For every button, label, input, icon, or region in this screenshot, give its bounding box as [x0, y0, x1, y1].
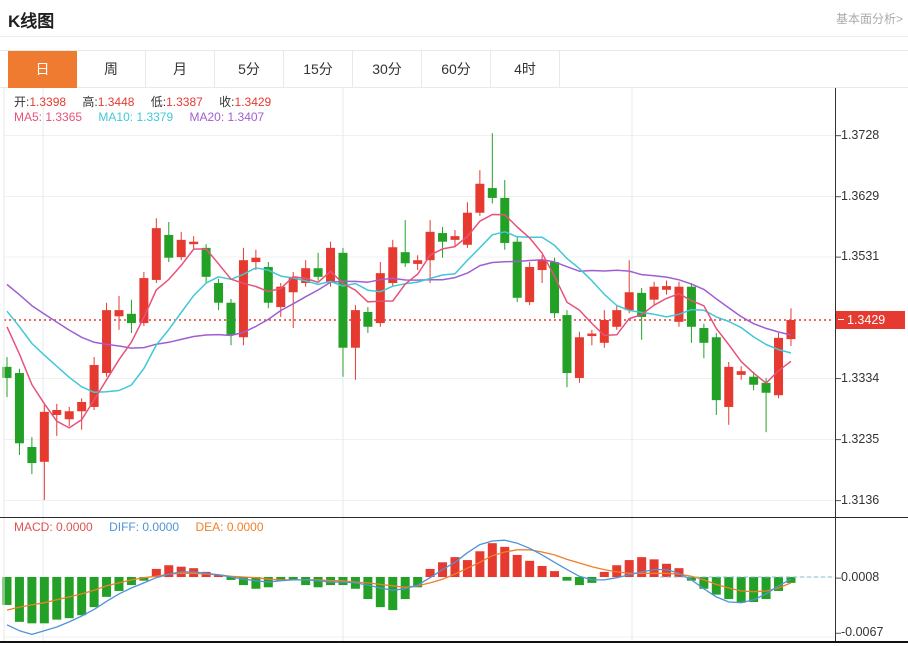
axis-tick-label: 1.3728	[841, 127, 880, 142]
close-label: 收:	[219, 95, 235, 109]
high-value: 1.3448	[97, 95, 135, 109]
tab-4hour[interactable]: 4时	[491, 51, 560, 88]
dea-label: DEA:	[195, 520, 224, 534]
axis-tick-label: 1.3235	[841, 431, 880, 446]
diff-label: DIFF:	[109, 520, 140, 534]
ma5-label: MA5:	[14, 110, 43, 124]
open-value: 1.3398	[29, 95, 67, 109]
tab-5min[interactable]: 5分	[215, 51, 284, 88]
axis-tick-label: 1.3531	[841, 249, 880, 264]
ma20-value: 1.3407	[227, 110, 265, 124]
open-label: 开:	[14, 95, 30, 109]
dea-value: 0.0000	[226, 520, 264, 534]
axis-tick-label: 1.3136	[841, 492, 880, 507]
axis-tick-label: -0.0067	[841, 625, 884, 640]
title-divider	[0, 36, 908, 37]
ohlc-readout: 开:1.3398 高:1.3448 低:1.3387 收:1.3429	[14, 93, 284, 110]
axis-tick-label: 1.3334	[841, 370, 880, 385]
tab-month[interactable]: 月	[146, 51, 215, 88]
tab-30min[interactable]: 30分	[353, 51, 422, 88]
macd-value: 0.0000	[56, 520, 93, 534]
tab-60min[interactable]: 60分	[422, 51, 491, 88]
high-label: 高:	[82, 95, 98, 109]
ma10-label: MA10:	[98, 110, 134, 124]
ma20-label: MA20:	[189, 110, 225, 124]
price-marker: 1.3429	[836, 311, 905, 329]
page-title: K线图	[8, 12, 55, 31]
ma-readout: MA5: 1.3365 MA10: 1.3379 MA20: 1.3407	[14, 110, 277, 124]
close-value: 1.3429	[234, 95, 272, 109]
tab-week[interactable]: 周	[77, 51, 146, 88]
low-value: 1.3387	[166, 95, 203, 109]
axis-tick-label: 1.3629	[841, 188, 880, 203]
axis-tick-label: 0.0008	[841, 570, 880, 585]
period-tab-bar: 日 周 月 5分 15分 30分 60分 4时	[0, 50, 908, 88]
low-label: 低:	[150, 95, 167, 109]
diff-value: 0.0000	[142, 520, 180, 534]
tab-day[interactable]: 日	[8, 51, 77, 88]
fundamental-analysis-link[interactable]: 基本面分析>	[835, 12, 903, 26]
macd-label: MACD:	[14, 520, 53, 534]
tab-15min[interactable]: 15分	[284, 51, 353, 88]
macd-readout: MACD: 0.0000 DIFF: 0.0000 DEA: 0.0000	[14, 520, 277, 534]
ma10-value: 1.3379	[136, 110, 174, 124]
ma5-value: 1.3365	[45, 110, 83, 124]
